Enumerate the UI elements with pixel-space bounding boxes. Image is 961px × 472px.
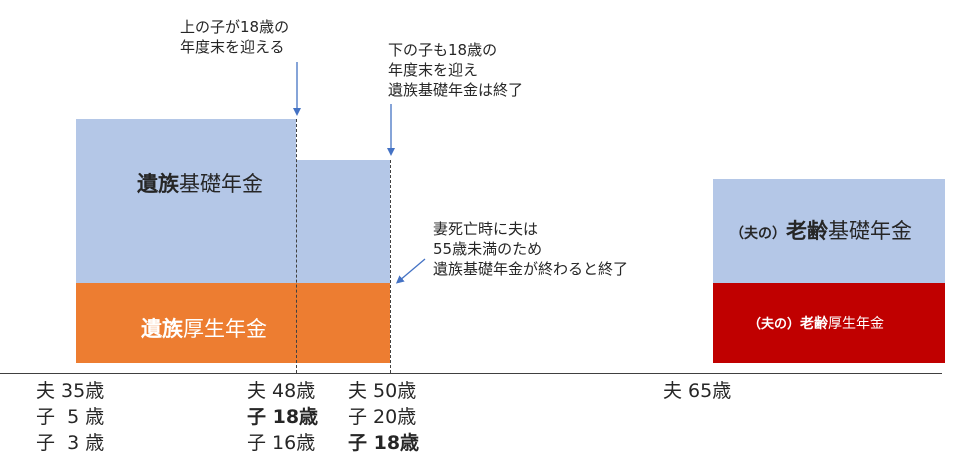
ages-column-4: 夫 65歳 (663, 378, 731, 404)
rourei-kosei-bar (713, 283, 945, 363)
ages-column-1: 夫 35歳 子 5 歳 子 3 歳 (36, 378, 104, 456)
annotation-line: 55歳未満のため (433, 240, 543, 258)
age-line: 子 16歳 (247, 432, 316, 454)
eldest-18-annotation: 上の子が18歳の 年度末を迎える (180, 17, 289, 57)
eldest-18-dashed-line (296, 119, 297, 373)
annotation-line: 遺族基礎年金が終わると終了 (433, 260, 629, 278)
age-line: 子 20歳 (348, 406, 417, 428)
rourei-kosei-label-prefix: （夫の） (748, 317, 801, 332)
age-line: 子 18歳 (247, 406, 319, 428)
age-line: 子 3 歳 (36, 432, 105, 454)
rourei-kiso-label-rest: 基礎年金 (828, 219, 912, 243)
age-line: 夫 48歳 (247, 380, 316, 402)
age-line: 夫 50歳 (348, 380, 417, 402)
annotation-line: 年度末を迎える (180, 38, 285, 56)
age-line: 子 18歳 (348, 432, 420, 454)
izoku-kosei-label: 遺族厚生年金 (141, 313, 267, 343)
annotation-line: 妻死亡時に夫は (433, 220, 539, 238)
izoku-kiso-label-bold: 遺族 (137, 172, 179, 196)
youngest-18-dashed-line (390, 160, 391, 373)
annotation-line: 上の子が18歳の (180, 18, 290, 36)
annotation-line: 年度末を迎え (388, 61, 479, 79)
rourei-kiso-label: （夫の）老齢基礎年金 (730, 215, 912, 245)
izoku-kiso-label-rest: 基礎年金 (179, 172, 263, 196)
rourei-kiso-label-bold: 老齢 (786, 219, 828, 243)
age-line: 夫 35歳 (36, 380, 105, 402)
izoku-kiso-bar-part2 (296, 160, 390, 283)
annotation-line: 下の子も18歳の (388, 41, 498, 59)
izoku-kosei-label-rest: 厚生年金 (183, 317, 267, 341)
izoku-kosei-bar (76, 283, 390, 363)
rourei-kosei-label-bold: 老齢 (800, 316, 829, 332)
rourei-kosei-label-rest: 厚生年金 (828, 316, 885, 332)
husband-under55-annotation: 妻死亡時に夫は 55歳未満のため 遺族基礎年金が終わると終了 (433, 219, 628, 279)
izoku-kiso-label: 遺族基礎年金 (137, 168, 263, 198)
izoku-kiso-bar-part1 (76, 119, 296, 283)
age-line: 子 5 歳 (36, 406, 105, 428)
timeline-axis (0, 373, 942, 374)
rourei-kiso-label-prefix: （夫の） (730, 226, 786, 242)
rourei-kiso-bar (713, 179, 945, 283)
annotation-line: 遺族基礎年金は終了 (388, 81, 524, 99)
ages-column-3: 夫 50歳 子 20歳 子 18歳 (348, 378, 419, 456)
husband-under55-arrow (395, 258, 426, 284)
ages-column-2: 夫 48歳 子 18歳 子 16歳 (247, 378, 318, 456)
izoku-kosei-label-bold: 遺族 (141, 317, 183, 341)
youngest-18-annotation: 下の子も18歳の 年度末を迎え 遺族基礎年金は終了 (388, 40, 523, 100)
age-line: 夫 65歳 (663, 380, 732, 402)
rourei-kosei-label: （夫の）老齢厚生年金 (748, 313, 884, 333)
